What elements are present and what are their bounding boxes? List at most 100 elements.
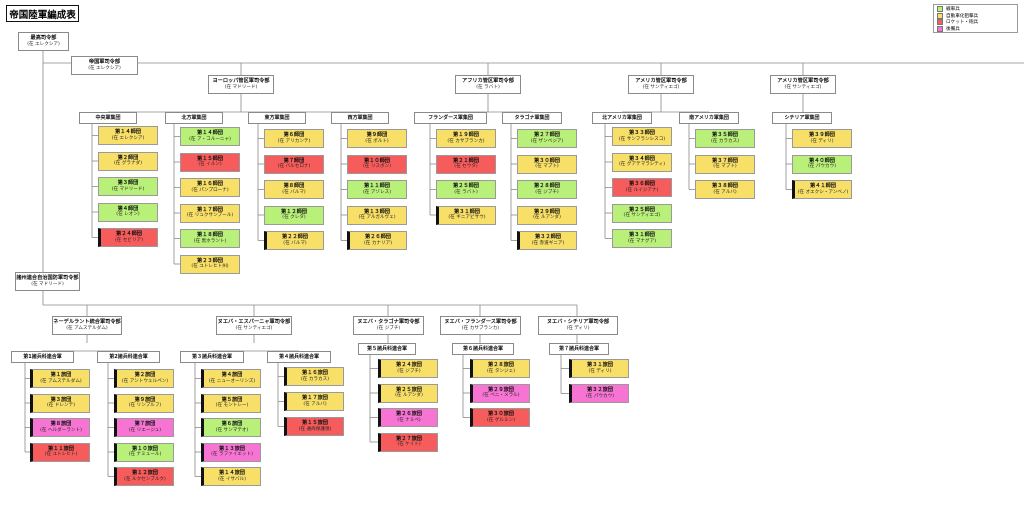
group-hoppo[interactable]: 北方軍集団 — [165, 112, 223, 124]
unit-b2[interactable]: 第２旅団 (在 アントウェルペン) — [114, 369, 174, 388]
hq-nueva-tar[interactable]: ヌエバ・タラゴナ軍司令部 (在 ジブチ) — [353, 316, 424, 335]
unit-b10[interactable]: 第１０旅団 (在 ナミュール) — [114, 442, 174, 462]
unit-d4[interactable]: 第４師団 (在 レオン) — [98, 202, 158, 222]
unit-d6[interactable]: 第６師団 (在 アリカンテ) — [264, 129, 324, 148]
hq-supreme[interactable]: 最高司令部 (在 エレクシア) — [18, 32, 69, 51]
unit-d24[interactable]: 第２４師団 (在 セビリア) — [98, 228, 158, 247]
unit-d23[interactable]: 第２３師団 (在 ユトレヒト州) — [180, 254, 240, 274]
group-chuo[interactable]: 中央軍集団 — [79, 112, 137, 124]
hq-neder[interactable]: ネーデルラント統合軍司令部 (在 アムステルダム) — [52, 316, 122, 335]
group-l6[interactable]: 第６諸兵科連合軍 — [452, 343, 514, 355]
group-l5[interactable]: 第５諸兵科連合軍 — [358, 343, 416, 355]
hq-nueva-sic[interactable]: ヌエバ・シチリア軍司令部 (在 ディリ) — [538, 316, 618, 335]
unit-b3[interactable]: 第３旅団 (在 ドレンテ) — [30, 393, 90, 413]
unit-d25[interactable]: 第２５師団 (在 ラバト) — [436, 180, 496, 199]
unit-d13[interactable]: 第１３師団 (在 アルガルヴェ) — [347, 205, 407, 225]
unit-d25b[interactable]: 第２５師団 (在 サンティエゴ) — [612, 203, 672, 223]
unit-d36[interactable]: 第３６師団 (在 ルイジアナ) — [612, 178, 672, 197]
group-seiho[interactable]: 西方軍集団 — [331, 112, 389, 124]
unit-b14[interactable]: 第１４旅団 (在 イサバル) — [201, 467, 261, 486]
unit-b29[interactable]: 第２９旅団 (在 ベニ・メラル) — [470, 383, 530, 403]
unit-d31[interactable]: 第３１師団 (在 ギニアビサウ) — [436, 205, 496, 225]
hq-europe[interactable]: ヨーロッパ管区軍司令部 (在 マドリード) — [208, 75, 274, 94]
unit-d35[interactable]: 第３５師団 (在 カラカス) — [695, 129, 755, 148]
unit-d30[interactable]: 第３０師団 (在 マプト) — [517, 154, 577, 174]
unit-d26[interactable]: 第２６師団 (在 カナリア) — [347, 231, 407, 250]
group-toho[interactable]: 東方軍集団 — [248, 112, 306, 124]
unit-d14[interactable]: 第１４師団 (在 エレクシア) — [98, 126, 158, 145]
unit-b32[interactable]: 第３２旅団 (在 パウカウ) — [569, 384, 629, 403]
unit-b17[interactable]: 第１７旅団 (在 アルバ) — [284, 392, 344, 411]
group-flanders[interactable]: フランダース軍集団 — [414, 112, 487, 124]
unit-b24[interactable]: 第２４旅団 (在 ジブチ) — [378, 359, 438, 378]
group-tarragona-name: タラゴナ軍集団 — [514, 114, 550, 121]
unit-d16[interactable]: 第１６師団 (在 パンプローナ) — [180, 178, 240, 197]
unit-d12[interactable]: 第１２師団 (在 クレタ) — [264, 205, 324, 225]
unit-b2-name: 第２旅団 — [134, 372, 156, 379]
unit-b27[interactable]: 第２７旅団 (在 ケイト) — [378, 432, 438, 452]
group-l3[interactable]: 第３諸兵科連合軍 — [180, 351, 244, 363]
unit-b31[interactable]: 第３１旅団 (在 ディリ) — [569, 359, 629, 378]
unit-d41[interactable]: 第４１師団 (在 オエクシ・アンベノ) — [792, 180, 852, 199]
unit-d34[interactable]: 第３４師団 (在 グアテマラシティ) — [612, 152, 672, 172]
unit-b5[interactable]: 第５旅団 (在 モントレー) — [201, 393, 261, 413]
unit-d21[interactable]: 第２１師団 (在 セウタ) — [436, 154, 496, 174]
group-tarragona[interactable]: タラゴナ軍集団 — [502, 112, 562, 124]
unit-d15[interactable]: 第１５師団 (在 イルン) — [180, 152, 240, 172]
unit-d27[interactable]: 第２７師団 (在 ザンベジア) — [517, 129, 577, 148]
unit-d31b[interactable]: 第３１師団 (在 マナグア) — [612, 229, 672, 248]
unit-d38[interactable]: 第３８師団 (在 アルバ) — [695, 180, 755, 199]
unit-d18[interactable]: 第１８師団 (在 黒ホラント) — [180, 229, 240, 248]
unit-b11[interactable]: 第１１旅団 (在 ユトレヒト) — [30, 442, 90, 462]
unit-b9[interactable]: 第９旅団 (在 リンブルフ) — [114, 393, 174, 413]
unit-d8[interactable]: 第８師団 (在 バルマ) — [264, 180, 324, 199]
group-kita-am[interactable]: 北アメリカ軍集団 — [592, 112, 652, 124]
unit-d37[interactable]: 第３７師団 (在 マプト) — [695, 154, 755, 174]
unit-b6[interactable]: 第６旅団 (在 サンマテオ) — [201, 418, 261, 437]
unit-d17[interactable]: 第１７師団 (在 リュクサンブール) — [180, 203, 240, 223]
unit-d7[interactable]: 第７師団 (在 バルセロナ) — [264, 154, 324, 174]
unit-d11[interactable]: 第１１師団 (在 アゾレス) — [347, 180, 407, 199]
unit-d12-name: 第１２師団 — [281, 208, 307, 215]
unit-b15[interactable]: 第１５旅団 (在 通商保護領) — [284, 417, 344, 436]
group-l1[interactable]: 第1諸兵科連合軍 — [11, 351, 74, 363]
hq-imperial[interactable]: 帝国軍司令部 (在 エレクシア) — [71, 56, 138, 75]
unit-b30[interactable]: 第３０旅団 (在 ゲルミン) — [470, 408, 530, 427]
unit-b25[interactable]: 第２５旅団 (在 ルアンダ) — [378, 383, 438, 403]
unit-d39[interactable]: 第３９師団 (在 ディリ) — [792, 129, 852, 148]
unit-d31-location: (在 ギニアビサウ) — [448, 215, 486, 221]
unit-d14b[interactable]: 第１４師団 (在 ア・コルーニャ) — [180, 127, 240, 146]
unit-b6-name: 第６旅団 — [221, 421, 243, 428]
group-l7[interactable]: 第７諸兵科連合軍 — [549, 343, 609, 355]
unit-d3[interactable]: 第３師団 (在 マドリード) — [98, 177, 158, 196]
unit-d29[interactable]: 第２９師団 (在 ルアンダ) — [517, 205, 577, 225]
unit-d22[interactable]: 第２２師団 (在 バルマ) — [264, 231, 324, 250]
unit-d28[interactable]: 第２８師団 (在 ジブチ) — [517, 180, 577, 199]
unit-b16[interactable]: 第１６旅団 (在 カラカス) — [284, 367, 344, 386]
unit-b12[interactable]: 第１２旅団 (在 ルクセンブルク) — [114, 467, 174, 486]
group-minami-am[interactable]: 南アメリカ軍集団 — [679, 112, 739, 124]
unit-d32[interactable]: 第３２師団 (在 赤道ギニア) — [517, 231, 577, 250]
unit-d40[interactable]: 第４０師団 (在 パウカウ) — [792, 154, 852, 174]
group-l4[interactable]: 第４諸兵科連合軍 — [267, 351, 331, 363]
unit-d33[interactable]: 第３３師団 (在 サンフランシスコ) — [612, 127, 672, 146]
group-sicilia[interactable]: シチリア軍集団 — [772, 112, 832, 124]
unit-d9[interactable]: 第９師団 (在 ポルト) — [347, 129, 407, 148]
group-l2[interactable]: 第2諸兵科連合軍 — [97, 351, 160, 363]
unit-b4[interactable]: 第４旅団 (在 ニューオーリンズ) — [201, 369, 261, 388]
unit-d2[interactable]: 第２師団 (在 グラナダ) — [98, 151, 158, 171]
hq-america2[interactable]: アメリカ管区軍司令部 (在 サンティエゴ) — [770, 75, 836, 94]
hq-nueva-esp[interactable]: ヌエバ・エスパーニャ軍司令部 (在 サンティエゴ) — [216, 316, 292, 335]
unit-d19[interactable]: 第１９師団 (在 カサブランカ) — [436, 129, 496, 148]
unit-b13[interactable]: 第１３旅団 (在 ラファイエット) — [201, 442, 261, 462]
unit-b26[interactable]: 第２６旅団 (在 ナミベ) — [378, 408, 438, 427]
hq-america1[interactable]: アメリカ管区軍司令部 (在 サンティエゴ) — [628, 75, 694, 94]
hq-africa[interactable]: アフリカ管区軍司令部 (在 ラバト) — [455, 75, 521, 94]
unit-b28[interactable]: 第２８旅団 (在 タンジェ) — [470, 359, 530, 378]
unit-b8[interactable]: 第８旅団 (在 ヘルダーラント) — [30, 418, 90, 437]
unit-b1[interactable]: 第１旅団 (在 アムステルダム) — [30, 369, 90, 388]
unit-d10[interactable]: 第１０師団 (在 リスボン) — [347, 154, 407, 174]
unit-b7[interactable]: 第７旅団 (在 リエージュ) — [114, 418, 174, 437]
hq-nueva-fla[interactable]: ヌエバ・フランダース軍司令部 (在 カサブランカ) — [440, 316, 521, 335]
hq-allied[interactable]: 諸州連合自治国防軍司令部 (在 マドリード) — [15, 272, 80, 291]
